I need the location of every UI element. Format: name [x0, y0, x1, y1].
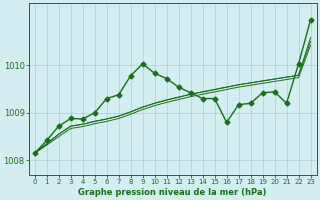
X-axis label: Graphe pression niveau de la mer (hPa): Graphe pression niveau de la mer (hPa) — [78, 188, 267, 197]
